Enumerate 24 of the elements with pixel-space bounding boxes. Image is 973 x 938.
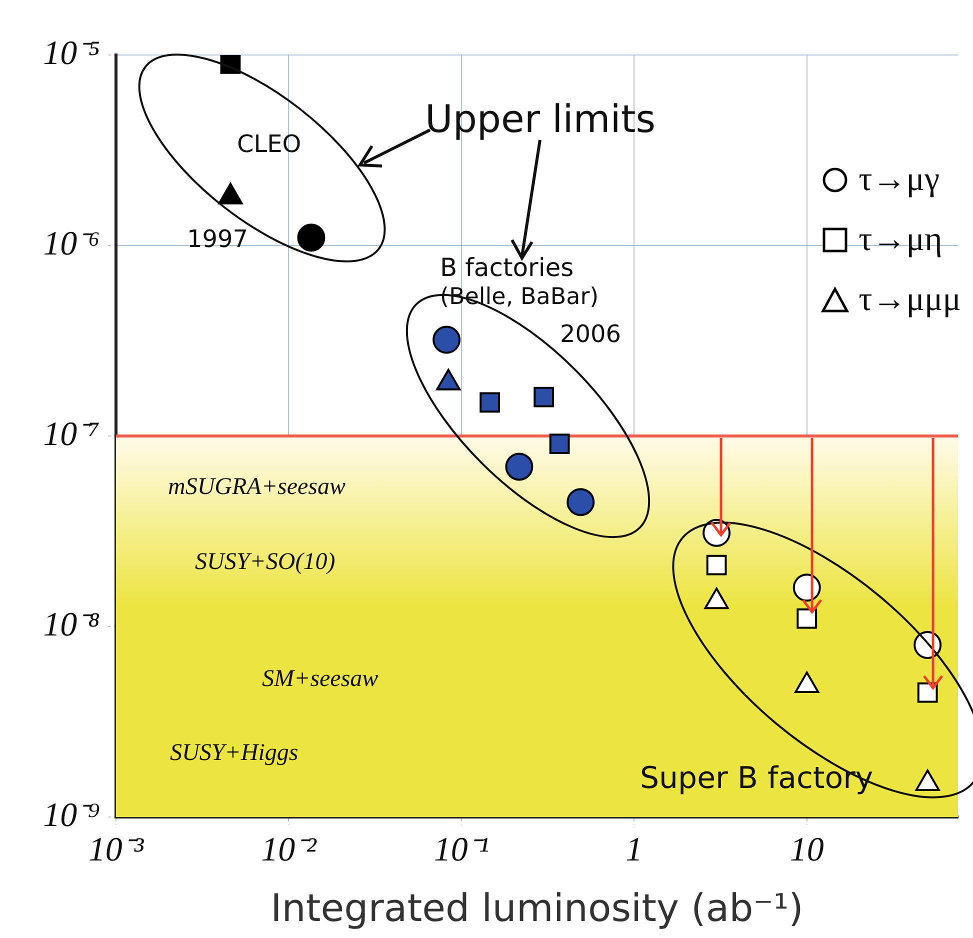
annotation: 1997 [187,225,248,253]
annotation: Upper limits [425,97,656,141]
y-tick-label: 10⁻⁸ [43,606,100,644]
y-tick-label: 10⁻⁶ [43,225,100,262]
y-tick-label: 10⁻⁷ [43,416,100,453]
annotation: SM+seesaw [262,666,378,692]
annotation: 2006 [560,320,622,348]
annotation: B factories [440,253,574,282]
annotation: Super B factory [640,761,874,796]
legend-label: τ→μμμ [858,280,961,320]
x-tick-label: 10 [790,831,824,868]
x-tick-label: 10⁻¹ [434,831,490,868]
x-axis-title: Integrated luminosity (ab⁻¹) [270,886,804,930]
x-tick-label: 1 [626,831,643,868]
x-tick-label: 10⁻² [261,831,318,868]
legend-label: τ→μη [858,220,942,260]
annotation: CLEO [237,130,302,158]
legend-label: τ→μγ [858,160,940,200]
y-tick-label: 10⁻⁵ [43,34,100,72]
annotation: SUSY+Higgs [170,740,298,766]
x-tick-label: 10⁻³ [88,831,144,868]
annotation: mSUGRA+seesaw [168,474,346,500]
y-tick-label: 10⁻⁹ [43,796,100,834]
annotation: SUSY+SO(10) [195,549,336,575]
